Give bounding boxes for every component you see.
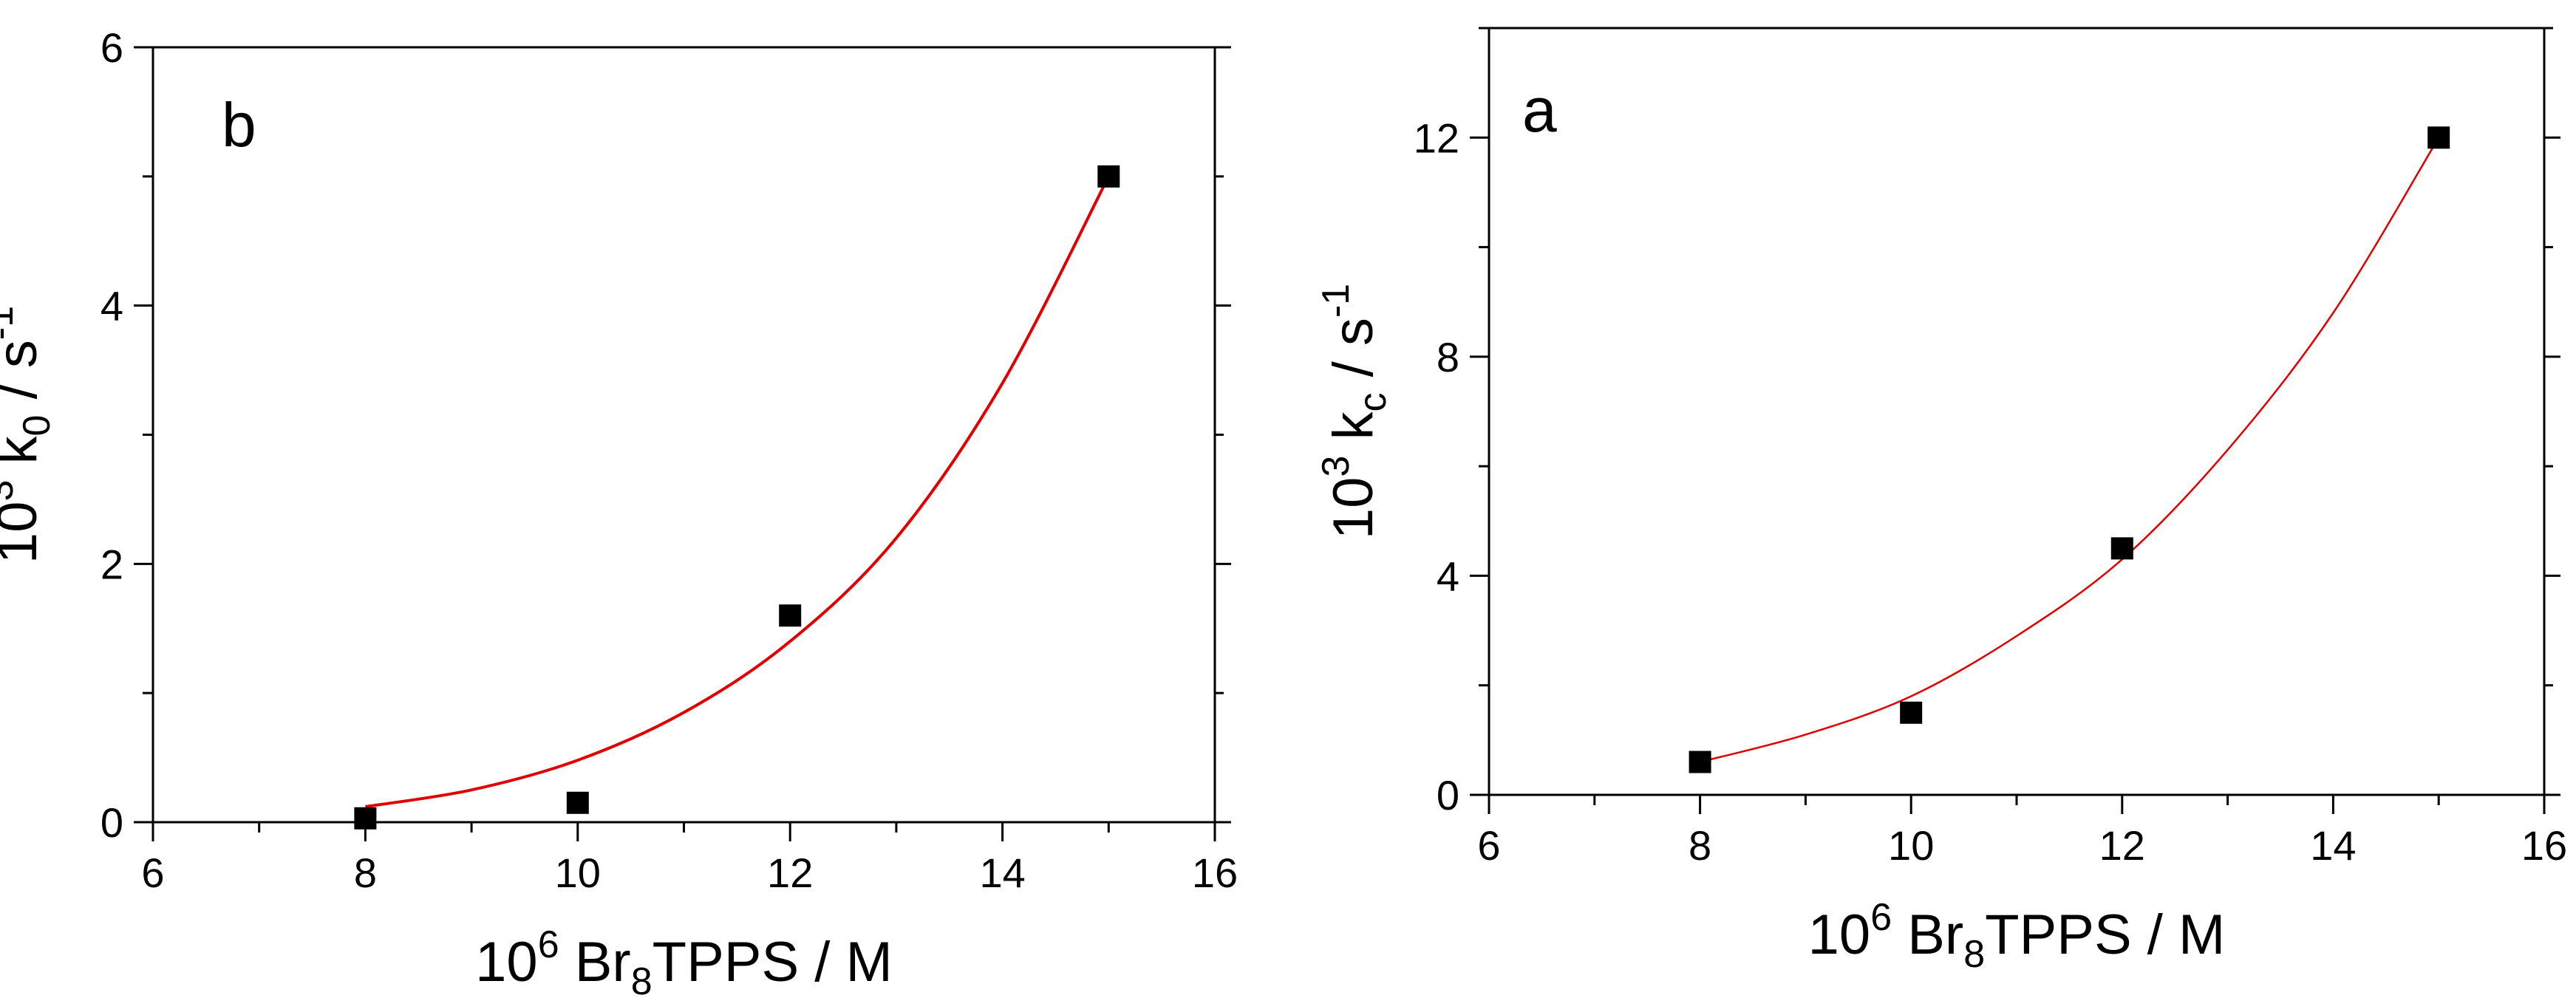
- x-tick-label: 6: [1477, 822, 1500, 869]
- y-tick-label: 2: [100, 541, 123, 587]
- panel-letter: a: [1522, 75, 1557, 145]
- x-tick-label: 8: [354, 850, 377, 896]
- y-tick-label: 4: [100, 283, 123, 329]
- x-axis-title: 106 Br8TPPS / M: [475, 923, 893, 998]
- data-point: [354, 807, 377, 830]
- x-tick-label: 10: [555, 850, 601, 896]
- y-tick-label: 6: [100, 24, 123, 71]
- x-tick-label: 12: [2099, 822, 2145, 869]
- x-tick-label: 16: [2521, 822, 2567, 869]
- fit-curve: [1700, 137, 2440, 763]
- fit-curve: [365, 175, 1111, 808]
- data-point: [566, 791, 589, 814]
- y-tick-label: 12: [1414, 115, 1459, 161]
- panel-b: 6 8 10 12 14 16 0 2 4 6 106 Br8TPPS / M 103 k0 / s-…: [0, 24, 1238, 998]
- y-tick-label: 4: [1437, 553, 1459, 599]
- data-point: [2110, 537, 2133, 560]
- x-tick-label: 6: [141, 850, 164, 896]
- x-tick-label: 14: [2310, 822, 2356, 869]
- y-tick-label: 0: [100, 799, 123, 846]
- y-axis-title: 103 kc / s-1: [1315, 284, 1394, 539]
- x-tick-label: 14: [979, 850, 1025, 896]
- x-tick-label: 8: [1689, 822, 1711, 869]
- data-point: [2427, 126, 2450, 149]
- y-tick-label: 0: [1437, 772, 1459, 818]
- data-point: [1097, 165, 1120, 188]
- panel-letter: b: [222, 90, 256, 160]
- x-axis-title: 106 Br8TPPS / M: [1808, 896, 2226, 976]
- y-tick-label: 8: [1437, 334, 1459, 380]
- x-tick-label: 10: [1888, 822, 1934, 869]
- data-point: [1900, 701, 1923, 724]
- panel-a: 6 8 10 12 14 16 0 4 8 12 106 Br8TPPS / M 103 kc / s…: [1315, 27, 2567, 976]
- x-tick-label: 12: [767, 850, 813, 896]
- data-point: [1689, 751, 1711, 773]
- y-axis-title: 103 k0 / s-1: [0, 306, 58, 564]
- x-tick-label: 16: [1192, 850, 1238, 896]
- data-point: [779, 604, 802, 627]
